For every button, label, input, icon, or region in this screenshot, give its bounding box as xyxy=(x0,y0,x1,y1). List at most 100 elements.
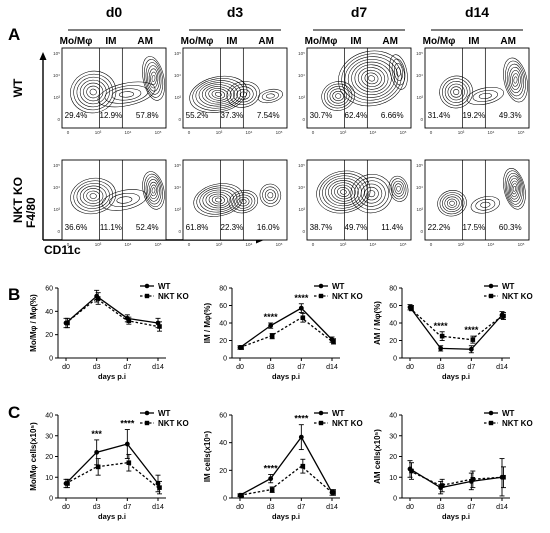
contour-line xyxy=(444,81,468,103)
series-line-nkt-ko xyxy=(65,462,159,489)
flow-x-tick: 10⁵ xyxy=(276,242,283,247)
flow-plot-frame xyxy=(61,47,167,129)
contour-line xyxy=(391,58,406,86)
series-line-nkt-ko xyxy=(239,316,333,349)
contour-line xyxy=(214,197,222,203)
flow-x-tick: 10⁵ xyxy=(155,130,162,135)
contour-line xyxy=(513,76,518,84)
contour-line xyxy=(226,81,261,108)
point-nkt-ko xyxy=(126,460,132,466)
contour-line xyxy=(510,70,521,90)
flow-x-tick: 10⁵ xyxy=(518,242,525,247)
y-tick-label: 0 xyxy=(223,356,227,363)
flow-y-tick: 10⁵ xyxy=(53,51,60,56)
flow-y-tick: 10⁴ xyxy=(298,185,305,190)
flow-x-tick: 10⁴ xyxy=(246,130,253,135)
legend-label: WT xyxy=(502,409,515,418)
flow-plot: 10⁵ 10⁴ 10³ 0 0 10³ 10⁴ 10⁵ 29.4% 12.9% 57.8% xyxy=(53,47,167,135)
point-wt xyxy=(268,476,274,482)
contour-density xyxy=(316,170,409,214)
flow-plot: 10⁵ 10⁴ 10³ 0 0 10³ 10⁴ 10⁵ 61.8% 22.3% 16.0% xyxy=(174,159,288,247)
contour-line xyxy=(97,81,156,108)
contour-line xyxy=(478,92,492,100)
contour-line xyxy=(360,183,383,204)
contour-line xyxy=(390,178,407,200)
flow-x-tick: 0 xyxy=(430,130,433,135)
contour-line xyxy=(259,183,282,207)
gate-label-0: Mo/Mφ xyxy=(423,36,456,47)
contour-line xyxy=(234,194,253,209)
flow-x-tick: 10⁵ xyxy=(400,242,407,247)
contour-line xyxy=(322,175,365,209)
contour-line xyxy=(364,72,379,85)
contour-line xyxy=(257,88,283,104)
flow-x-tick: 10⁴ xyxy=(488,242,495,247)
gate-label-0: Mo/Mφ xyxy=(305,36,338,47)
x-axis-label: days p.i xyxy=(98,372,126,381)
flow-plot: 10⁵ 10⁴ 10³ 0 0 10³ 10⁴ 10⁵ 30.7% 62.4% 6.66% xyxy=(298,47,412,135)
point-nkt-ko xyxy=(269,487,275,492)
flow-x-tick: 10⁵ xyxy=(400,130,407,135)
contour-line xyxy=(444,196,460,210)
x-tick-label: d0 xyxy=(62,364,70,371)
gate-percent: 37.3% xyxy=(221,111,244,120)
contour-line xyxy=(145,176,162,205)
gate-percent: 57.8% xyxy=(136,111,159,120)
x-axis-label: days p.i xyxy=(442,372,470,381)
legend-label: NKT KO xyxy=(332,292,363,301)
flow-x-tick: 10³ xyxy=(340,242,347,247)
y-tick-label: 60 xyxy=(219,303,227,310)
contour-line xyxy=(335,93,342,99)
x-axis-label: days p.i xyxy=(442,512,470,521)
y-tick-label: 80 xyxy=(219,286,227,293)
y-tick-label: 40 xyxy=(45,413,53,420)
flow-y-tick: 10³ xyxy=(298,95,305,100)
flow-y-tick: 10⁵ xyxy=(298,163,305,168)
contour-line xyxy=(511,73,520,87)
x-tick-label: d0 xyxy=(236,504,244,511)
contour-line xyxy=(233,86,254,103)
contour-line xyxy=(505,60,526,100)
contour-line xyxy=(86,190,101,202)
contour-line xyxy=(199,187,238,213)
x-tick-label: d7 xyxy=(467,504,475,511)
point-wt xyxy=(298,434,304,440)
flow-x-tick: 10⁴ xyxy=(125,130,132,135)
gate-label-1: IM xyxy=(350,36,361,47)
significance-label: **** xyxy=(294,293,309,303)
contour-line xyxy=(394,62,404,82)
contour-line xyxy=(392,180,405,197)
contour-line xyxy=(337,187,350,197)
contour-line xyxy=(504,170,525,208)
y-tick-label: 0 xyxy=(393,496,397,503)
contour-line xyxy=(316,170,371,214)
legend-marker-wt xyxy=(318,410,324,416)
legend-marker-nkt-ko xyxy=(318,420,324,426)
x-tick-label: d14 xyxy=(326,364,338,371)
x-tick-label: d7 xyxy=(297,364,305,371)
flow-x-tick: 10³ xyxy=(458,130,465,135)
point-nkt-ko xyxy=(331,339,336,344)
contour-line xyxy=(202,189,235,211)
gate-label-2: AM xyxy=(500,36,516,47)
f480-arrow-head xyxy=(39,52,47,60)
contour-line xyxy=(228,189,259,214)
series-line-nkt-ko xyxy=(409,307,503,341)
series-line-wt xyxy=(409,306,503,350)
gate-percent: 55.2% xyxy=(186,111,209,120)
y-tick-label: 40 xyxy=(389,413,397,420)
contour-line xyxy=(150,71,157,86)
point-nkt-ko xyxy=(470,477,476,482)
flow-y-tick: 0 xyxy=(420,229,423,234)
x-tick-label: d3 xyxy=(93,364,101,371)
legend-label: NKT KO xyxy=(158,292,189,301)
contour-line xyxy=(506,63,525,97)
flow-plot: 10⁵ 10⁴ 10³ 0 0 10³ 10⁴ 10⁵ 22.2% 17.5% 60.3% xyxy=(416,159,530,247)
significance-label: **** xyxy=(264,312,279,322)
contour-line xyxy=(326,86,350,106)
legend-marker-wt xyxy=(144,283,150,289)
contour-line xyxy=(211,195,225,205)
flow-y-tick: 10³ xyxy=(416,95,423,100)
contour-density xyxy=(70,171,165,215)
